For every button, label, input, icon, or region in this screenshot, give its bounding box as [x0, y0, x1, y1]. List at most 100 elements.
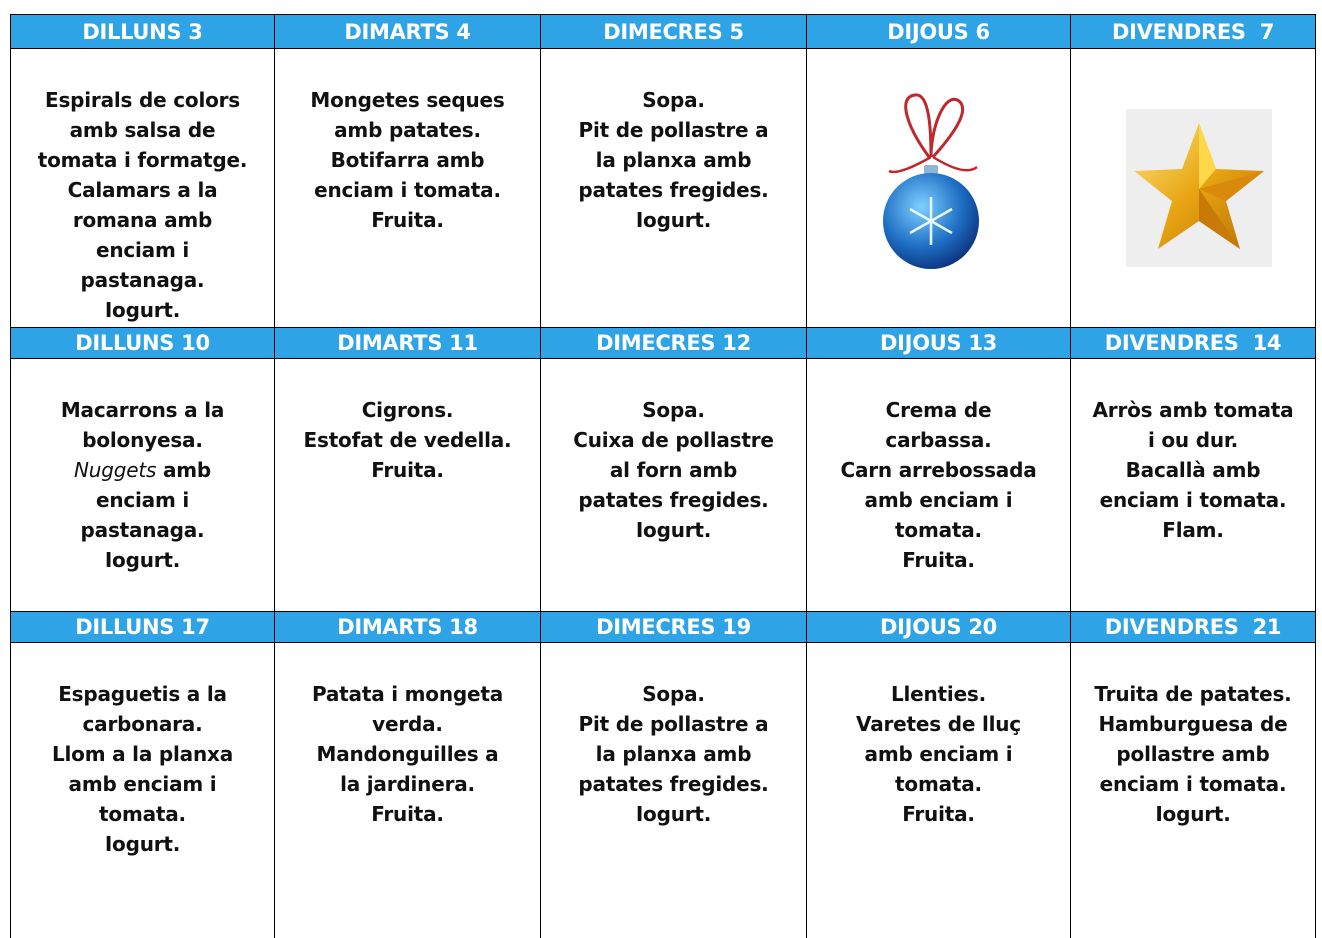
menu-line: amb salsa de	[69, 118, 216, 142]
menu-line: Mongetes seques	[310, 88, 505, 112]
menu-line: enciam i	[95, 488, 190, 512]
day-menu: Truita de patates. Hamburguesa de pollastr…	[1070, 642, 1316, 938]
menu-line: Sopa.	[642, 682, 705, 706]
menu-line: carbonara.	[82, 712, 203, 736]
day-header: DIMECRES 5	[540, 14, 806, 48]
menu-text: amb	[162, 458, 212, 482]
day-header: DIMARTS 11	[274, 327, 540, 358]
menu-line: Flam.	[1162, 518, 1224, 542]
menu-line: amb patates.	[334, 118, 481, 142]
day-header: DIMECRES 12	[540, 327, 806, 358]
menu-line: la planxa amb	[595, 148, 752, 172]
menu-line: Fruita.	[371, 458, 444, 482]
menu-line: Fruita.	[371, 802, 444, 826]
menu-line: tomata i formatge.	[37, 148, 248, 172]
menu-line: patates fregides.	[578, 772, 769, 796]
day-menu: Espaguetis a la carbonara. Llom a la planx…	[10, 642, 274, 938]
day-header: DIJOUS 6	[806, 14, 1070, 48]
menu-line: la jardinera.	[340, 772, 475, 796]
menu-line: Espaguetis a la	[58, 682, 227, 706]
menu-line: Estofat de vedella.	[303, 428, 512, 452]
day-menu: Sopa. Pit de pollastre a la planxa amb pata…	[540, 48, 806, 327]
menu-line: amb enciam i	[864, 488, 1013, 512]
menu-line: al forn amb	[609, 458, 738, 482]
day-header: DIJOUS 13	[806, 327, 1070, 358]
day-header: DIJOUS 20	[806, 611, 1070, 642]
menu-line: la planxa amb	[595, 742, 752, 766]
ornament-image	[883, 93, 979, 269]
menu-line: Sopa.	[642, 88, 705, 112]
menu-line: pastanaga.	[80, 518, 205, 542]
menu-line: Cigrons.	[361, 398, 454, 422]
menu-line: bolonyesa.	[82, 428, 203, 452]
day-header: DIVENDRES 21	[1070, 611, 1316, 642]
menu-line: tomata.	[99, 802, 186, 826]
menu-line: enciam i	[95, 238, 190, 262]
menu-line: Crema de	[885, 398, 992, 422]
menu-line: Iogurt.	[635, 208, 712, 232]
menu-line: Iogurt.	[635, 802, 712, 826]
menu-line: enciam i tomata.	[1099, 488, 1287, 512]
menu-line: Hamburguesa de	[1098, 712, 1288, 736]
menu-table: DILLUNS 3 Espirals de colors amb salsa de t…	[10, 14, 1316, 938]
day-header: DIMARTS 4	[274, 14, 540, 48]
day-header: DILLUNS 17	[10, 611, 274, 642]
menu-line: Iogurt.	[104, 298, 181, 322]
menu-line: Iogurt.	[635, 518, 712, 542]
menu-line: Llenties.	[890, 682, 987, 706]
menu-line: patates fregides.	[578, 178, 769, 202]
menu-line: Calamars a la	[67, 178, 218, 202]
day-header: DILLUNS 3	[10, 14, 274, 48]
menu-line: tomata.	[895, 518, 982, 542]
menu-line: romana amb	[72, 208, 213, 232]
day-menu: Mongetes seques amb patates. Botifarra amb…	[274, 48, 540, 327]
menu-line: i ou dur.	[1147, 428, 1239, 452]
menu-line: Arròs amb tomata	[1092, 398, 1294, 422]
day-menu: Patata i mongeta verda. Mandonguilles a la …	[274, 642, 540, 938]
menu-line: Iogurt.	[104, 832, 181, 856]
day-menu: Arròs amb tomata i ou dur. Bacallà amb enci…	[1070, 358, 1316, 611]
day-header: DIVENDRES 7	[1070, 14, 1316, 48]
menu-line: enciam i tomata.	[1099, 772, 1287, 796]
italic-word: Nuggets	[73, 458, 157, 482]
menu-line: Fruita.	[902, 802, 975, 826]
day-menu: Crema de carbassa. Carn arrebossada amb enc…	[806, 358, 1070, 611]
menu-line: carbassa.	[885, 428, 992, 452]
menu-line: Iogurt.	[1155, 802, 1231, 826]
star-image	[1126, 109, 1272, 267]
day-header: DIVENDRES 14	[1070, 327, 1316, 358]
menu-line: Mandonguilles a	[316, 742, 499, 766]
menu-line: Varetes de lluç	[856, 712, 1021, 736]
day-menu: Sopa. Cuixa de pollastre al forn amb patate…	[540, 358, 806, 611]
menu-line: Sopa.	[642, 398, 705, 422]
menu-line: Truita de patates.	[1094, 682, 1292, 706]
day-menu	[1070, 48, 1316, 327]
menu-line: Fruita.	[371, 208, 444, 232]
menu-line: Llom a la planxa	[51, 742, 234, 766]
menu-line: Pit de pollastre a	[578, 118, 769, 142]
day-menu: Llenties. Varetes de lluç amb enciam i toma…	[806, 642, 1070, 938]
menu-line: pastanaga.	[80, 268, 205, 292]
menu-line: tomata.	[895, 772, 982, 796]
menu-line: Fruita.	[902, 548, 975, 572]
day-header: DILLUNS 10	[10, 327, 274, 358]
day-menu: Macarrons a la bolonyesa. Nuggets amb encia…	[10, 358, 274, 611]
menu-line: Carn arrebossada	[840, 458, 1037, 482]
day-menu: Espirals de colors amb salsa de tomata i f…	[10, 48, 274, 327]
menu-line: amb enciam i	[864, 742, 1013, 766]
day-menu	[806, 48, 1070, 327]
menu-line: Espirals de colors	[44, 88, 241, 112]
menu-line: verda.	[372, 712, 443, 736]
menu-line: patates fregides.	[578, 488, 769, 512]
menu-line: Nuggets amb	[11, 455, 274, 485]
menu-line: Iogurt.	[104, 548, 181, 572]
menu-line: enciam i tomata.	[314, 178, 501, 202]
menu-line: Pit de pollastre a	[578, 712, 769, 736]
menu-line: pollastre amb	[1116, 742, 1270, 766]
menu-line: Macarrons a la	[60, 398, 225, 422]
menu-line: Bacallà amb	[1125, 458, 1261, 482]
menu-line: Botifarra amb	[330, 148, 485, 172]
day-menu: Sopa. Pit de pollastre a la planxa amb pata…	[540, 642, 806, 938]
menu-line: Patata i mongeta	[311, 682, 504, 706]
menu-line: Cuixa de pollastre	[573, 428, 774, 452]
